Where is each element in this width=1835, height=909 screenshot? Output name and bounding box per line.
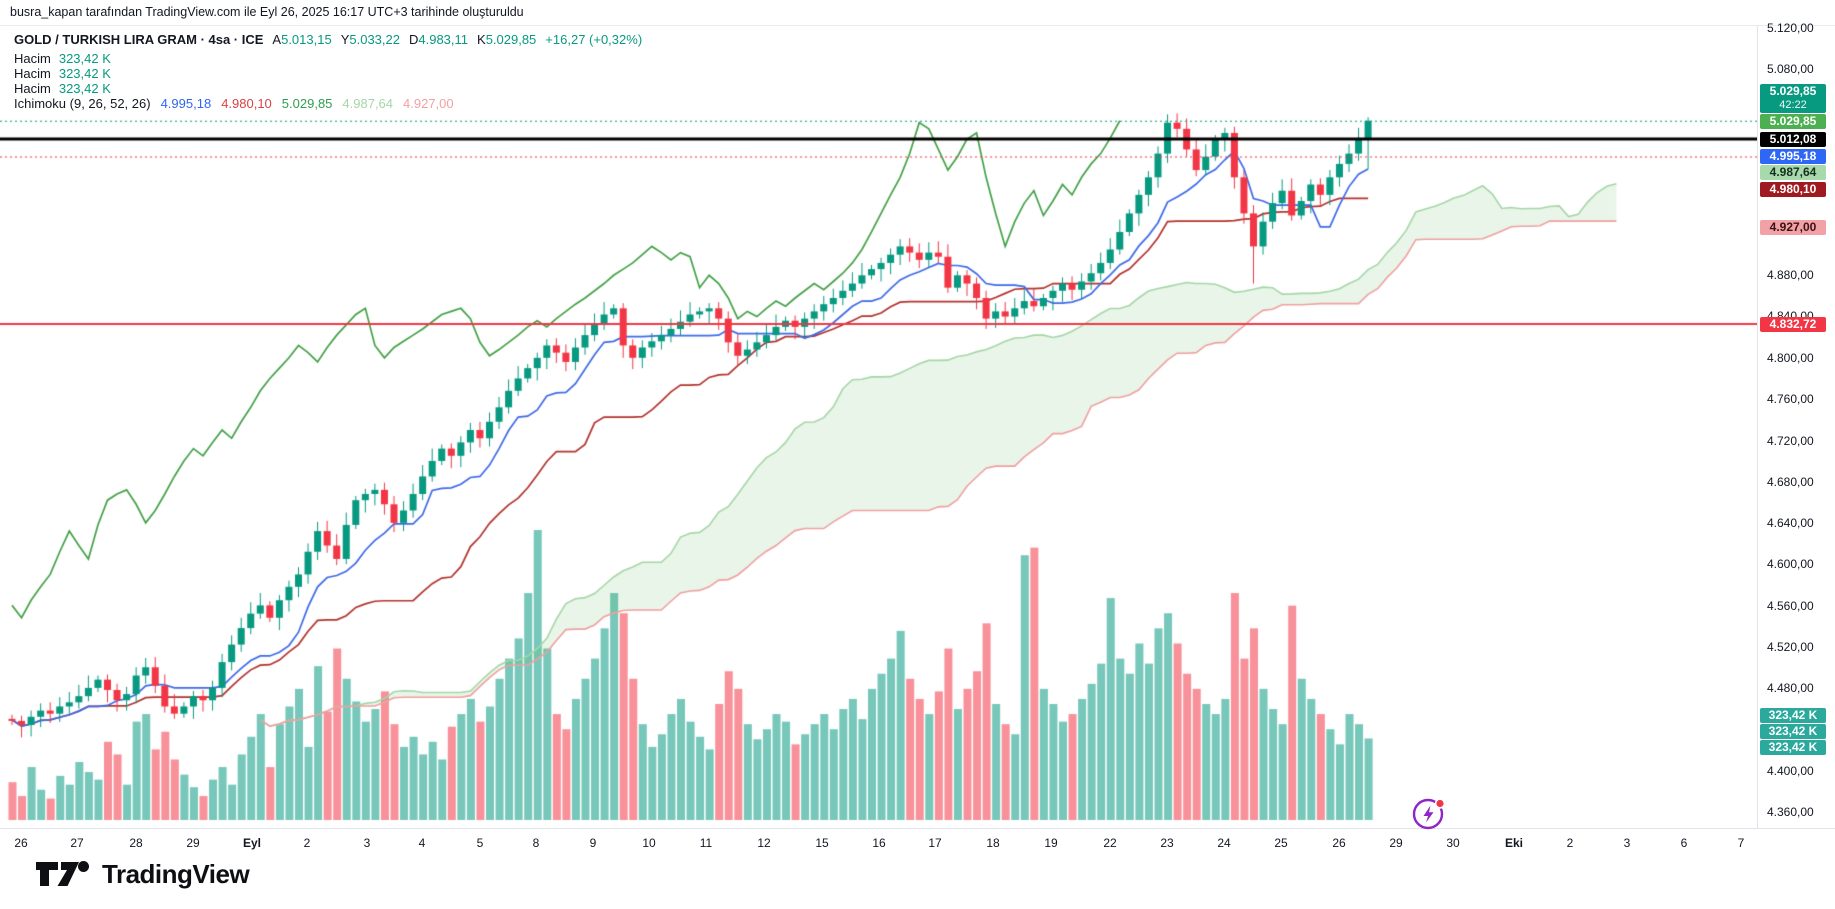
time-tick-label: 10: [642, 836, 656, 850]
price-tick-label: 4.720,00: [1767, 434, 1814, 448]
time-tick-label: 4: [418, 836, 426, 850]
price-tick-label: 5.080,00: [1767, 62, 1814, 76]
ichimoku-value: 4.987,64: [342, 96, 394, 111]
time-tick-label: 29: [1389, 836, 1403, 850]
time-tick-label: 5: [476, 836, 484, 850]
price-label: 5.012,08: [1760, 132, 1826, 147]
price-tick-label: 4.880,00: [1767, 268, 1814, 282]
volume-label: Hacim: [14, 66, 51, 81]
time-tick-label: 17: [928, 836, 942, 850]
time-tick-label: 7: [1737, 836, 1745, 850]
price-label: 323,42 K: [1760, 740, 1826, 755]
ichimoku-value: 5.029,85: [281, 96, 333, 111]
price-label: 5.029,85 42:22: [1760, 84, 1826, 113]
price-tick-label: 4.760,00: [1767, 392, 1814, 406]
time-tick-label: 22: [1103, 836, 1117, 850]
time-tick-label: 3: [363, 836, 371, 850]
flash-icon: [1412, 798, 1446, 830]
ohlc-value: 5.013,15: [281, 32, 332, 47]
time-tick-label: 27: [70, 836, 84, 850]
time-tick-label: 23: [1160, 836, 1174, 850]
time-axis[interactable]: 26 27 28 29 Eyl 2 3 4 5 8 9 10 11 12 15 16 17 18 19 22 23 24 2…: [0, 828, 1835, 859]
ichimoku-label: Ichimoku (9, 26, 52, 26): [14, 96, 151, 111]
time-tick-label: 2: [303, 836, 311, 850]
time-tick-label: 26: [1332, 836, 1346, 850]
ohlc-letter: Y: [340, 32, 350, 47]
price-label: 5.029,85: [1760, 114, 1826, 129]
tradingview-logo-icon: [36, 861, 89, 886]
volume-label: Hacim: [14, 51, 51, 66]
tradingview-logo-text: TradingView: [102, 858, 250, 889]
price-label: 4.987,64: [1760, 165, 1826, 180]
ohlc-value: 5.033,22: [349, 32, 400, 47]
time-tick-label: 12: [757, 836, 771, 850]
ichimoku-value: 4.980,10: [221, 96, 272, 111]
time-tick-label: 29: [186, 836, 200, 850]
countdown-timer: 42:22: [1779, 99, 1807, 111]
price-label: 323,42 K: [1760, 708, 1826, 723]
price-tick-label: 4.360,00: [1767, 805, 1814, 819]
time-tick-label: 25: [1274, 836, 1288, 850]
ohlc-letter: D: [408, 32, 419, 47]
price-tick-label: 4.680,00: [1767, 475, 1814, 489]
ichimoku-value: 4.995,18: [160, 96, 212, 111]
symbol-title: GOLD / TURKISH LIRA GRAM · 4sa · ICE: [14, 32, 264, 47]
price-label: 4.995,18: [1760, 149, 1826, 164]
volume-value: 323,42 K: [58, 51, 111, 66]
time-tick-label: 15: [815, 836, 829, 850]
price-tick-label: 5.120,00: [1767, 21, 1814, 35]
symbol-row: GOLD / TURKISH LIRA GRAM · 4sa · ICE A5.0…: [14, 32, 642, 47]
time-tick-label: 6: [1680, 836, 1688, 850]
price-tick-label: 4.560,00: [1767, 599, 1814, 613]
ohlc-values: A5.013,15 Y5.033,22 D4.983,11 K5.029,85: [263, 32, 536, 47]
volume-label: Hacim: [14, 81, 51, 96]
price-tick-label: 4.400,00: [1767, 764, 1814, 778]
time-tick-label: 18: [986, 836, 1000, 850]
price-tick-label: 4.640,00: [1767, 516, 1814, 530]
volume-value: 323,42 K: [58, 66, 111, 81]
ohlc-letter: A: [272, 32, 282, 47]
volume-indicator-row: Hacim 323,42 K: [14, 66, 111, 81]
price-tick-label: 4.480,00: [1767, 681, 1814, 695]
volume-value: 323,42 K: [58, 81, 111, 96]
volume-indicator-row: Hacim 323,42 K: [14, 51, 111, 66]
time-tick-label: 24: [1217, 836, 1231, 850]
time-tick-label: 8: [532, 836, 540, 850]
time-tick-label: 19: [1044, 836, 1058, 850]
time-tick-label: 2: [1566, 836, 1574, 850]
boost-flash-button[interactable]: [1410, 795, 1450, 835]
ohlc-value: 5.029,85: [485, 32, 537, 47]
price-tick-label: 4.800,00: [1767, 351, 1814, 365]
time-tick-label: 16: [872, 836, 886, 850]
price-chart-canvas[interactable]: [0, 0, 1757, 828]
time-tick-label: 9: [589, 836, 597, 850]
time-tick-label: Eki: [1504, 836, 1524, 850]
time-tick-label: 30: [1446, 836, 1460, 850]
time-tick-label: 3: [1623, 836, 1631, 850]
change-value: +16,27 (+0,32%): [545, 32, 643, 47]
time-tick-label: 28: [129, 836, 143, 850]
price-tick-label: 4.520,00: [1767, 640, 1814, 654]
volume-indicator-row: Hacim 323,42 K: [14, 81, 111, 96]
time-tick-label: 11: [699, 836, 713, 850]
ichimoku-indicator-row: Ichimoku (9, 26, 52, 26) 4.995,18 4.980,10…: [14, 96, 454, 111]
price-label: 323,42 K: [1760, 724, 1826, 739]
price-tick-label: 4.600,00: [1767, 557, 1814, 571]
price-axis[interactable]: 5.120,00 5.080,00 4.880,00 4.840,00 4.800,00…: [1757, 21, 1835, 828]
ohlc-letter: K: [477, 32, 486, 47]
ichimoku-value: 4.927,00: [403, 96, 454, 111]
price-label: 4.980,10: [1760, 182, 1826, 197]
time-tick-label: 26: [14, 836, 28, 850]
ohlc-value: 4.983,11: [418, 32, 469, 47]
price-label: 4.927,00: [1760, 220, 1826, 235]
ichimoku-values: 4.995,18 4.980,10 5.029,85 4.987,64 4.927,00: [151, 96, 454, 111]
price-label: 4.832,72: [1760, 317, 1826, 332]
time-tick-label: Eyl: [242, 836, 262, 850]
tradingview-logo[interactable]: TradingView: [34, 855, 250, 893]
